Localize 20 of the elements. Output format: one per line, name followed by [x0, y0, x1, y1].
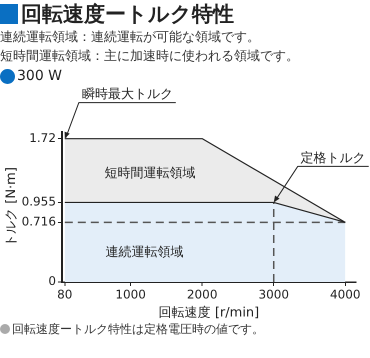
annotation: 連続運転領域 [105, 245, 184, 260]
x-tick-label: 80 [57, 287, 72, 302]
text: 短時間運転領域：主に加速時に使われる領域です。 [0, 48, 300, 66]
y-axis-title: トルク [N·m] [4, 167, 20, 247]
text: 回転速度ートルク特性は定格電圧時の値です。 [12, 322, 264, 336]
chart-title: 回転速度ートルク特性 [21, 1, 234, 28]
x-tick-label: 1000 [115, 287, 146, 302]
y-tick-label: 1.72 [29, 130, 56, 145]
x-tick-label: 2000 [186, 287, 218, 302]
annotation: 瞬時最大トルク [82, 87, 173, 102]
chart-subtitle: 300 W [17, 68, 62, 84]
y-tick-label: 0 [48, 274, 56, 288]
x-tick-label: 4000 [330, 287, 361, 302]
x-axis-title: 回転速度 [r/min] [158, 304, 260, 321]
y-tick-label: 0.955 [22, 194, 56, 209]
text: 連続運転領域：連続運転が可能な領域です。 [0, 29, 261, 47]
y-tick-label: 0.716 [22, 214, 56, 228]
x-tick-label: 3000 [258, 287, 289, 302]
annotation: 定格トルク [300, 150, 366, 166]
annotation: 短時間運転領域 [104, 166, 196, 182]
